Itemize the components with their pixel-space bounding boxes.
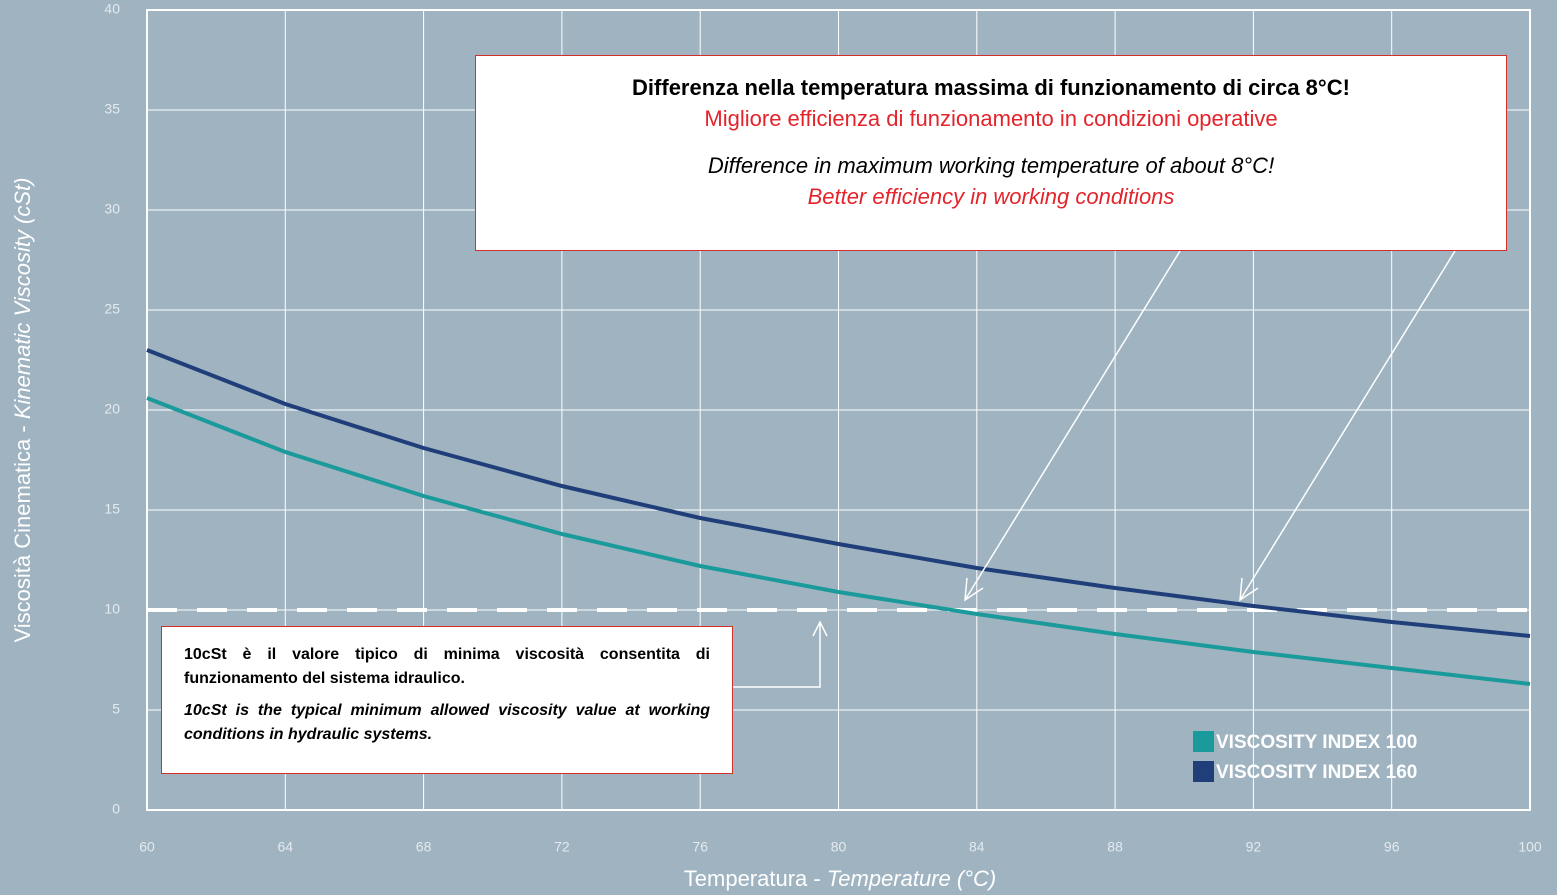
y-tick-label: 20: [104, 401, 120, 417]
legend-label: VISCOSITY INDEX 160: [1216, 762, 1417, 783]
x-tick-label: 96: [1384, 839, 1400, 855]
y-tick-label: 0: [112, 801, 120, 817]
x-tick-label: 80: [831, 839, 847, 855]
x-tick-label: 60: [139, 839, 155, 855]
annotation-text: 10cSt is the typical minimum allowed vis…: [184, 702, 710, 743]
x-title-italic: Temperature (°C): [827, 866, 996, 891]
annotation-text: Differenza nella temperatura massima di …: [632, 75, 1350, 100]
x-tick-label: 92: [1246, 839, 1262, 855]
y-title-main: Viscosità Cinematica -: [10, 425, 35, 642]
legend-swatch: [1193, 731, 1214, 752]
series-line: [146, 396, 1531, 686]
x-title-main: Temperatura -: [684, 866, 821, 891]
y-tick-label: 25: [104, 301, 120, 317]
y-tick-label: 15: [104, 501, 120, 517]
plot-frame: [146, 9, 1531, 811]
y-tick-label: 40: [104, 1, 120, 17]
legend-swatch: [1193, 761, 1214, 782]
legend-label: VISCOSITY INDEX 100: [1216, 732, 1417, 753]
annotation-bottom: 10cSt è il valore tipico di minima visco…: [161, 626, 733, 774]
x-tick-label: 88: [1107, 839, 1123, 855]
y-tick-label: 35: [104, 101, 120, 117]
x-tick-label: 84: [969, 839, 985, 855]
x-tick-label: 68: [416, 839, 432, 855]
y-tick-label: 10: [104, 601, 120, 617]
annotation-text: Better efficiency in working conditions: [807, 184, 1175, 209]
x-tick-label: 72: [554, 839, 570, 855]
annotation-text: Difference in maximum working temperatur…: [707, 153, 1275, 178]
annotation-text: 10cSt è il valore tipico di minima visco…: [184, 646, 710, 687]
x-tick-label: 76: [692, 839, 708, 855]
series-line: [146, 348, 1531, 638]
x-tick-label: 100: [1518, 839, 1542, 855]
x-axis-title: Temperatura - Temperature (°C): [684, 866, 996, 891]
annotation-top: Differenza nella temperatura massima di …: [475, 55, 1507, 251]
arrows: [733, 250, 1456, 688]
y-tick-label: 5: [112, 701, 120, 717]
y-axis-title: Viscosità Cinematica - Kinematic Viscosi…: [10, 177, 35, 642]
y-tick-label: 30: [104, 201, 120, 217]
y-title-italic: Kinematic Viscosity (cSt): [10, 177, 35, 419]
x-tick-label: 64: [278, 839, 294, 855]
annotation-text: Migliore efficienza di funzionamento in …: [704, 106, 1278, 131]
